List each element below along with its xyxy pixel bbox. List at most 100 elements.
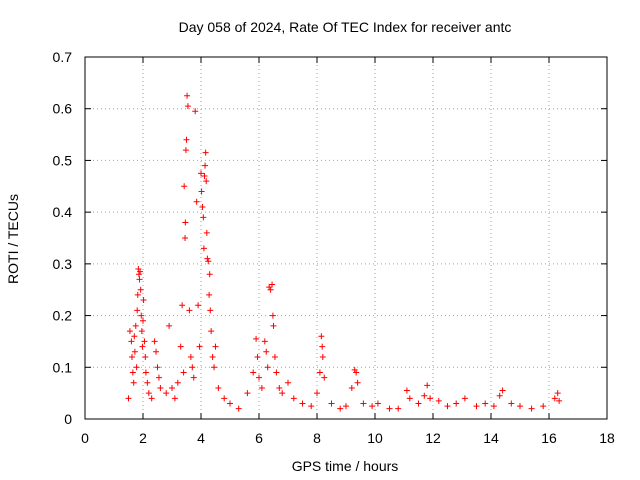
data-point (182, 235, 189, 241)
x-tick-label: 16 (541, 430, 557, 446)
data-point (171, 395, 178, 402)
y-tick-label: 0.6 (53, 101, 73, 117)
data-point (221, 395, 228, 402)
x-tick-label: 2 (139, 430, 147, 446)
data-point (354, 379, 361, 386)
data-point (131, 333, 138, 340)
data-point (517, 403, 523, 410)
data-point (424, 382, 431, 389)
data-point (198, 188, 205, 195)
x-axis-label: GPS time / hours (292, 458, 399, 474)
data-point (556, 397, 563, 404)
data-point (202, 162, 209, 169)
data-point (196, 343, 203, 350)
data-point (258, 384, 265, 391)
data-point (192, 108, 199, 115)
data-point (244, 390, 251, 397)
data-point (154, 364, 161, 371)
y-tick-label: 0.7 (53, 49, 73, 65)
data-point (374, 400, 381, 407)
data-point (163, 390, 170, 397)
data-point (190, 374, 197, 381)
data-point (540, 403, 547, 410)
data-point (508, 400, 515, 407)
data-point (203, 229, 210, 236)
data-point (132, 322, 139, 329)
data-point (138, 328, 145, 335)
data-point (360, 400, 367, 407)
data-point (528, 405, 535, 412)
data-point (142, 369, 149, 376)
data-point (319, 353, 326, 360)
data-point (406, 395, 413, 402)
data-point (182, 147, 189, 154)
data-point (200, 245, 207, 252)
data-point (184, 92, 191, 99)
data-point (211, 364, 218, 371)
data-point (136, 276, 143, 283)
data-point (427, 395, 434, 402)
data-point (137, 268, 144, 275)
data-point (129, 369, 136, 376)
data-point (316, 369, 323, 376)
data-point (235, 405, 242, 412)
data-point (157, 384, 164, 391)
data-point (139, 343, 146, 350)
x-tick-label: 4 (197, 430, 205, 446)
grid (85, 57, 607, 419)
y-tick-labels: 0 0.1 0.2 0.3 0.4 0.5 0.6 0.7 (53, 49, 73, 427)
data-point (273, 369, 280, 376)
data-point (155, 374, 162, 381)
data-point (264, 364, 271, 371)
data-point (174, 379, 181, 386)
data-point (353, 369, 360, 376)
data-point (181, 183, 188, 190)
data-point (208, 328, 215, 335)
data-point (263, 348, 270, 355)
data-point (254, 353, 261, 360)
data-point (490, 403, 497, 410)
data-point (151, 338, 158, 345)
data-point (554, 390, 561, 397)
data-point (205, 258, 212, 265)
data-point (499, 387, 506, 394)
data-point (144, 379, 151, 386)
data-point (182, 219, 189, 226)
data-point (473, 403, 480, 410)
data-point (145, 390, 152, 397)
data-point (128, 353, 135, 360)
data-point (203, 178, 210, 185)
data-point (299, 400, 306, 407)
data-point (207, 307, 214, 314)
data-point (153, 348, 160, 355)
data-point (328, 400, 335, 407)
data-point (435, 397, 442, 404)
y-tick-label: 0 (64, 411, 72, 427)
chart-title: Day 058 of 2024, Rate Of TEC Index for r… (179, 19, 512, 35)
data-point (135, 271, 142, 278)
data-point (261, 338, 268, 345)
data-point (321, 374, 328, 381)
data-point (403, 387, 410, 394)
axis-ticks (84, 56, 608, 420)
data-point (206, 291, 213, 298)
data-point (131, 348, 138, 355)
x-tick-label: 6 (255, 430, 263, 446)
data-point (461, 395, 468, 402)
data-point (267, 286, 274, 293)
x-tick-labels: 0 2 4 6 8 10 12 14 16 18 (81, 430, 615, 446)
data-point (180, 369, 187, 376)
y-axis-label: ROTI / TECUs (5, 194, 21, 284)
x-tick-label: 18 (599, 430, 615, 446)
data-point (204, 255, 211, 262)
data-point (201, 172, 208, 179)
data-point (134, 291, 141, 298)
x-tick-label: 14 (483, 430, 499, 446)
data-point (395, 405, 402, 412)
data-point (125, 395, 132, 402)
y-tick-label: 0.4 (53, 204, 73, 220)
data-point (186, 307, 193, 314)
data-point (212, 343, 219, 350)
data-point (166, 322, 173, 329)
data-point (137, 286, 144, 293)
